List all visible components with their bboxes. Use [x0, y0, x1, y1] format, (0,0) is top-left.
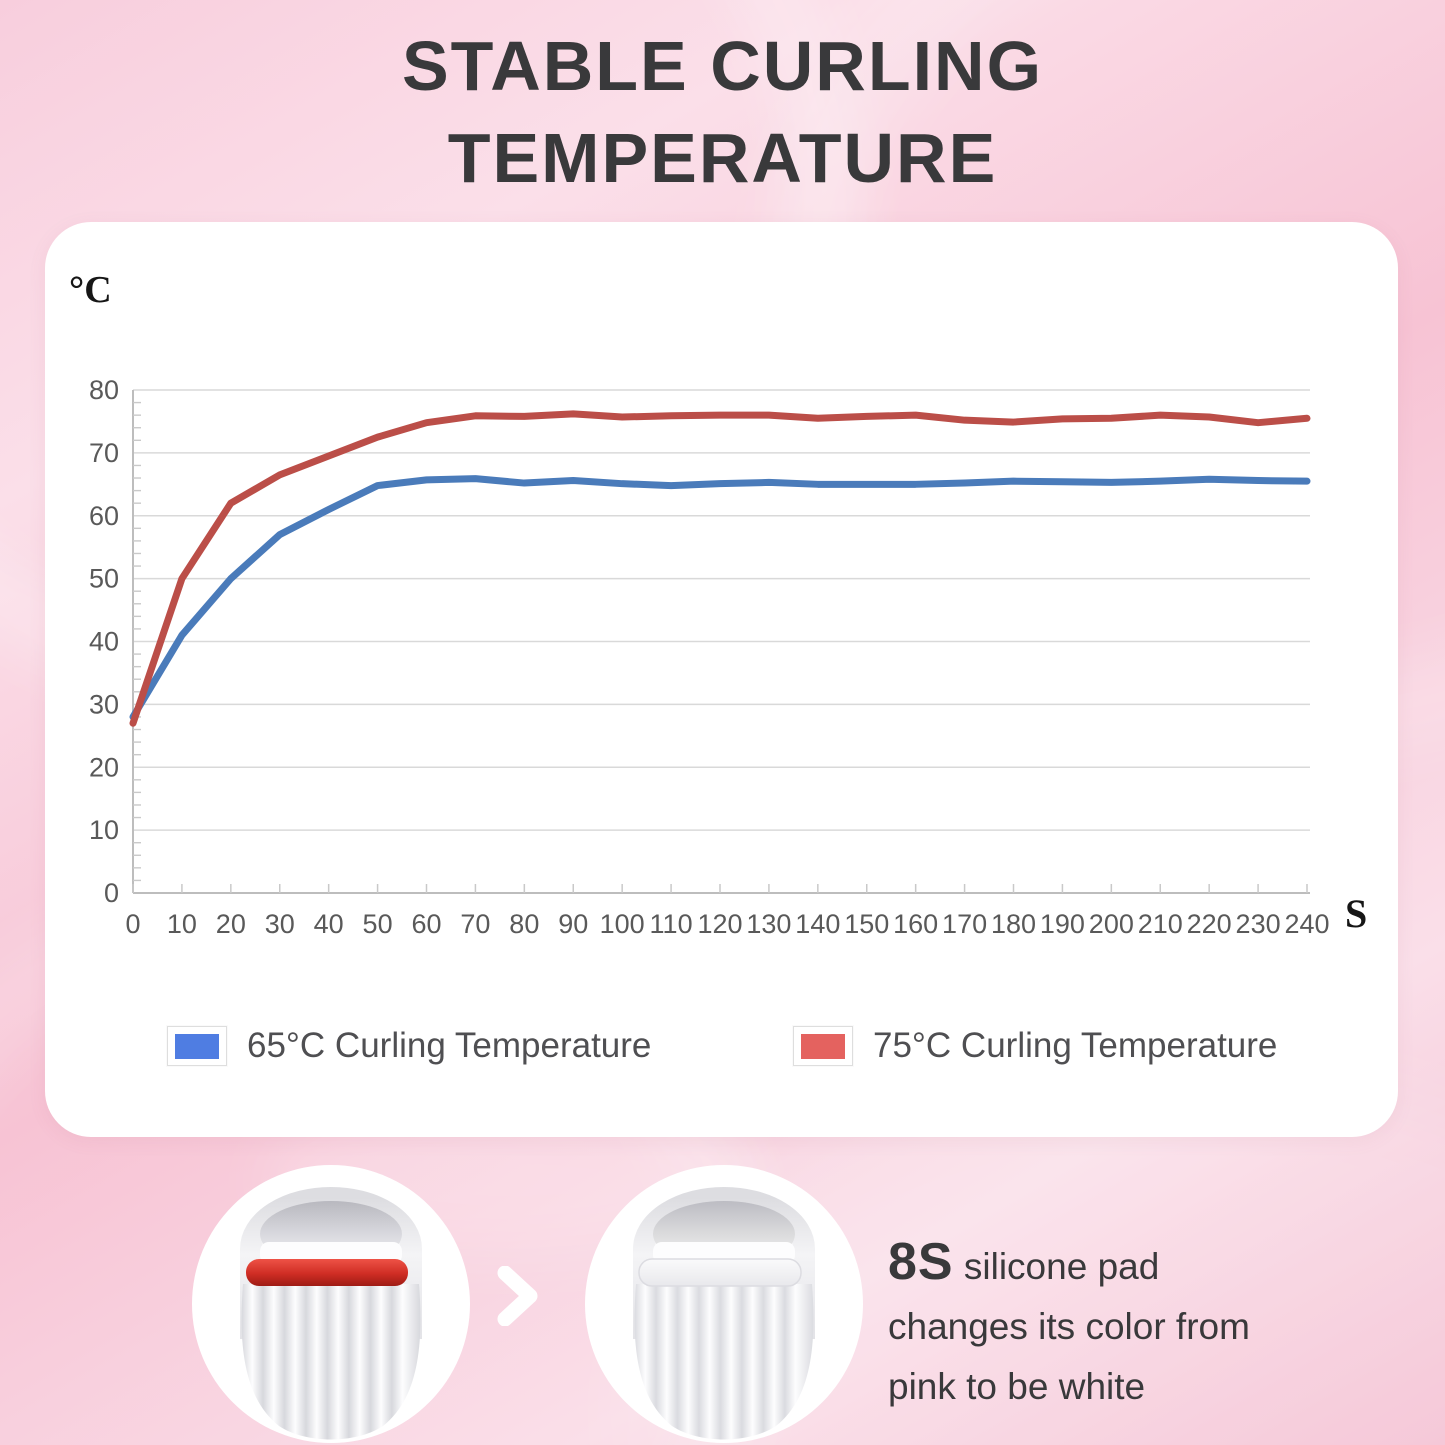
svg-text:70: 70 [460, 909, 490, 939]
legend-label-75c: 75°C Curling Temperature [873, 1026, 1278, 1065]
silicone-pad-white [638, 1258, 802, 1287]
svg-text:60: 60 [89, 501, 119, 531]
footer-caption-line1-rest: silicone pad [953, 1246, 1160, 1287]
footer-caption-line1: 8S silicone pad [888, 1232, 1388, 1297]
svg-text:230: 230 [1236, 909, 1281, 939]
svg-text:160: 160 [893, 909, 938, 939]
svg-text:80: 80 [509, 909, 539, 939]
svg-text:50: 50 [89, 564, 119, 594]
svg-text:240: 240 [1284, 909, 1329, 939]
legend-swatch-color-65c [175, 1033, 219, 1059]
svg-text:20: 20 [216, 909, 246, 939]
svg-text:40: 40 [314, 909, 344, 939]
svg-text:140: 140 [795, 909, 840, 939]
legend-swatch-75c [793, 1026, 853, 1066]
svg-text:90: 90 [558, 909, 588, 939]
svg-text:10: 10 [89, 815, 119, 845]
legend-label-65c: 65°C Curling Temperature [247, 1026, 652, 1065]
product-after-image [585, 1165, 863, 1443]
svg-text:100: 100 [600, 909, 645, 939]
page-title-line2: TEMPERATURE [447, 119, 998, 197]
page-title: STABLE CURLING TEMPERATURE [0, 20, 1445, 204]
svg-text:220: 220 [1187, 909, 1232, 939]
legend-item-75c: 75°C Curling Temperature [793, 1026, 1277, 1066]
svg-text:50: 50 [363, 909, 393, 939]
curler-body [241, 1284, 421, 1440]
svg-text:180: 180 [991, 909, 1036, 939]
svg-text:80: 80 [89, 375, 119, 405]
y-axis-unit-label: °C [69, 269, 112, 311]
svg-text:0: 0 [104, 878, 119, 908]
legend-swatch-color-75c [801, 1033, 845, 1059]
curler-white-pad-illustration [633, 1187, 815, 1440]
svg-text:70: 70 [89, 438, 119, 468]
svg-text:190: 190 [1040, 909, 1085, 939]
svg-text:130: 130 [746, 909, 791, 939]
curler-handle [633, 1187, 815, 1339]
svg-text:150: 150 [844, 909, 889, 939]
legend-swatch-65c [167, 1026, 227, 1066]
svg-text:200: 200 [1089, 909, 1134, 939]
chart-card: °C 0 10 20 30 40 50 60 70 80 0 10 20 30 40 50 60 70 80 90 1… [45, 222, 1398, 1137]
footer-caption-line2: changes its color from [888, 1306, 1250, 1347]
svg-text:0: 0 [125, 909, 140, 939]
svg-text:30: 30 [265, 909, 295, 939]
legend-item-65c: 65°C Curling Temperature [167, 1026, 651, 1066]
curler-body [634, 1284, 814, 1440]
curler-crossbar [260, 1242, 402, 1264]
footer-highlight: 8S [888, 1233, 954, 1291]
silicone-pad-red [246, 1259, 408, 1286]
page-title-line1: STABLE CURLING [401, 27, 1044, 105]
svg-text:120: 120 [697, 909, 742, 939]
x-axis-unit-label: S [1345, 891, 1368, 936]
svg-text:40: 40 [89, 627, 119, 657]
svg-text:30: 30 [89, 689, 119, 719]
svg-text:20: 20 [89, 752, 119, 782]
curler-red-pad-illustration [240, 1187, 422, 1440]
chevron-right-icon [497, 1266, 538, 1326]
svg-text:10: 10 [167, 909, 197, 939]
svg-text:110: 110 [650, 909, 693, 939]
curler-handle [240, 1187, 422, 1339]
svg-text:170: 170 [942, 909, 987, 939]
product-before-image [192, 1165, 470, 1443]
footer-caption-line3: pink to be white [888, 1366, 1146, 1407]
svg-text:210: 210 [1138, 909, 1183, 939]
footer-caption: 8S silicone pad changes its color from p… [888, 1232, 1388, 1417]
svg-text:60: 60 [411, 909, 441, 939]
